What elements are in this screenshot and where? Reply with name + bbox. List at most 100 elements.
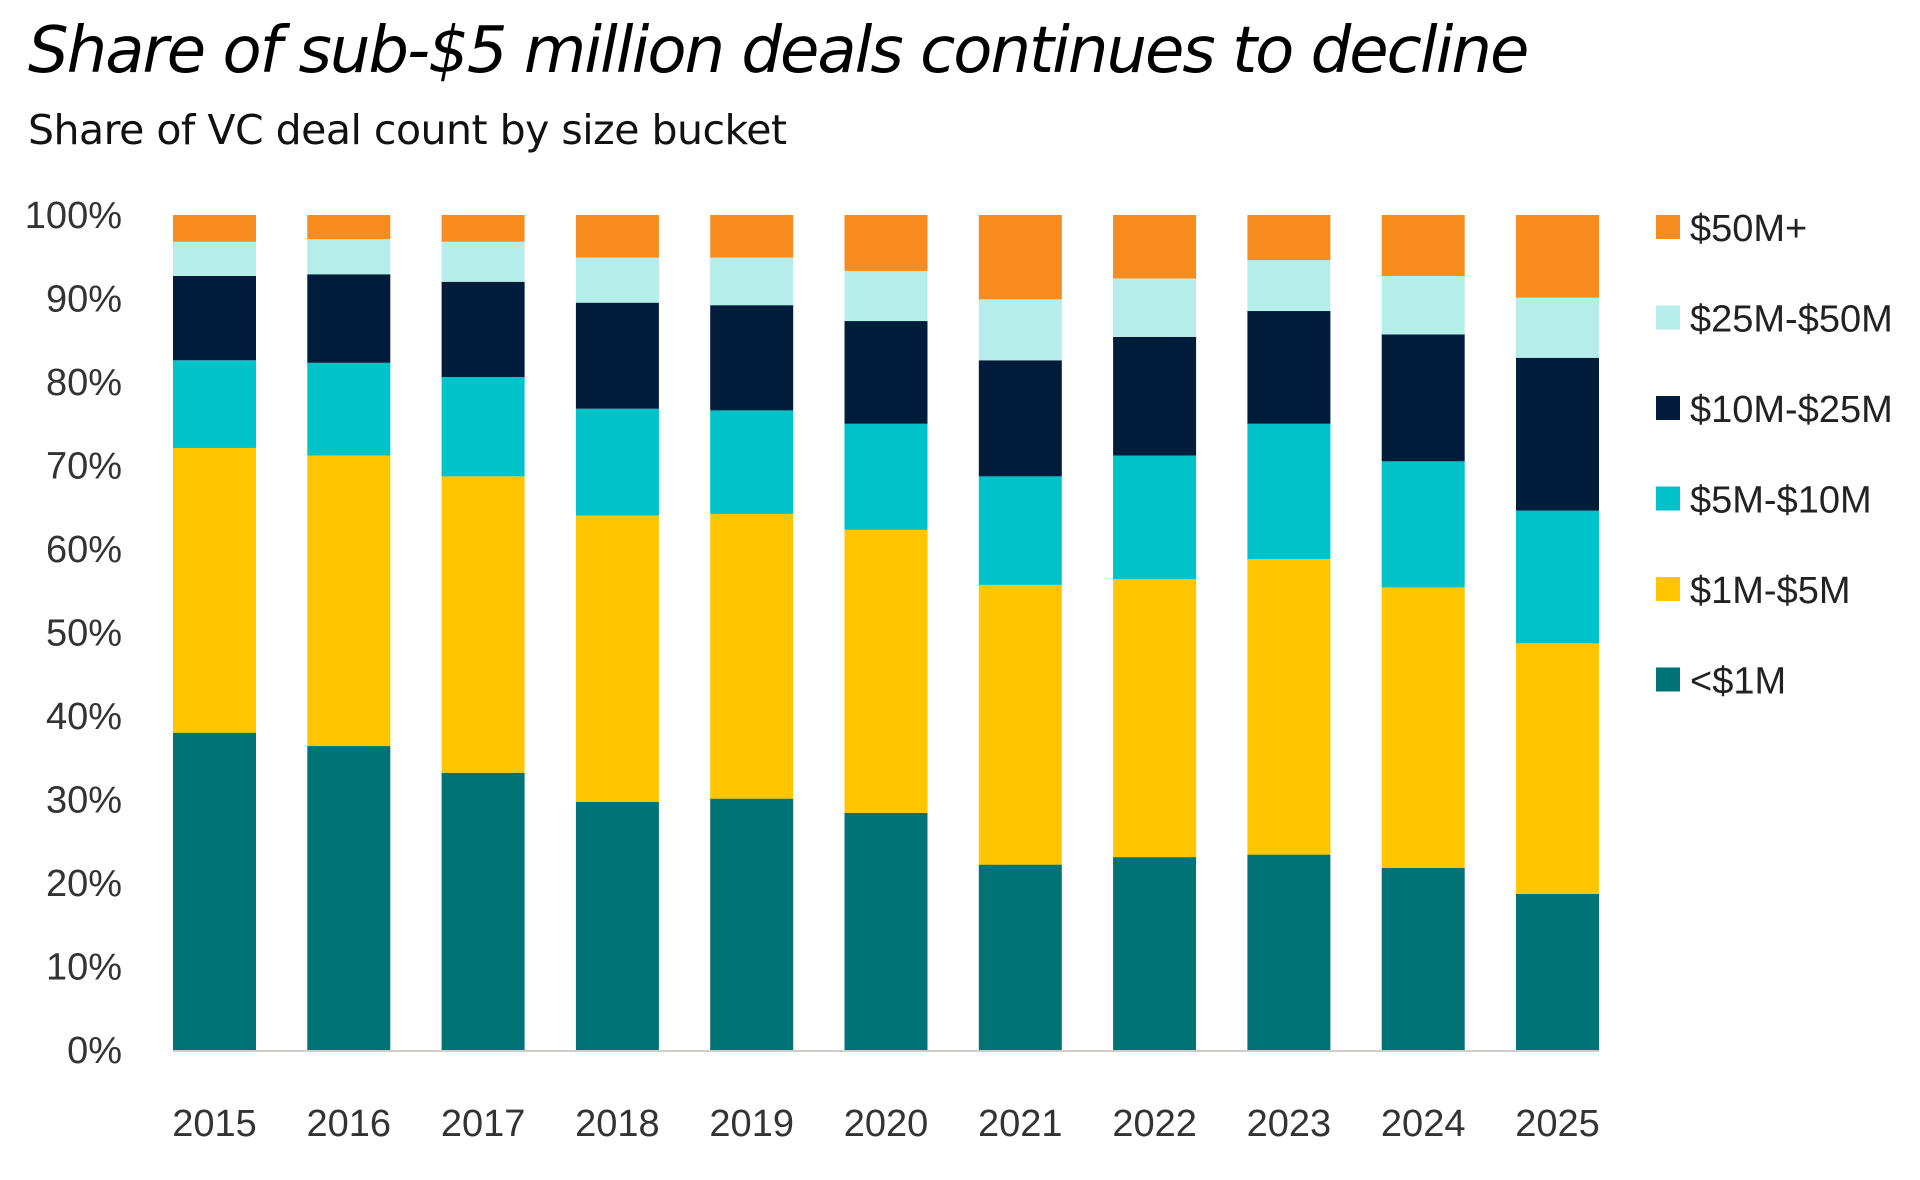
bar-segment <box>173 732 256 1050</box>
bar-segment <box>1516 215 1599 298</box>
bar-segment <box>307 239 391 275</box>
bar-stack-2018 <box>575 215 659 1050</box>
legend-item: $10M-$25M <box>1656 389 1893 431</box>
y-tick-label: 70% <box>46 446 122 488</box>
bar-segment <box>575 302 659 409</box>
y-tick-label: 10% <box>46 947 122 989</box>
bar-segment <box>173 241 256 276</box>
bar-segment <box>844 270 928 322</box>
bar-segment <box>1516 893 1599 1050</box>
bar-segment <box>710 513 794 799</box>
y-tick-label: 30% <box>46 780 122 822</box>
x-tick-label: 2015 <box>172 1103 257 1145</box>
legend-label: $5M-$10M <box>1690 480 1872 522</box>
bar-segment <box>441 281 525 377</box>
legend-item: $25M-$50M <box>1656 299 1893 341</box>
bar-segment <box>978 864 1062 1050</box>
bar-segment <box>1381 275 1465 335</box>
legend: $50M+ $25M-$50M $10M-$25M $5M-$10M $1M-$5M <$… <box>1656 208 1893 703</box>
y-tick-label: 0% <box>67 1030 122 1072</box>
bar-segment <box>710 798 794 1050</box>
bar-segment <box>1381 215 1465 276</box>
legend-label: $25M-$50M <box>1690 299 1893 341</box>
bar-stack-2023 <box>1247 215 1331 1050</box>
y-tick-label: 90% <box>46 279 122 321</box>
bar-segment <box>173 275 256 361</box>
bar-segment <box>307 215 391 240</box>
bar-segment <box>1381 334 1465 462</box>
y-tick-label: 50% <box>46 613 122 655</box>
bar-segment <box>710 410 794 514</box>
legend-swatch <box>1656 486 1680 511</box>
bar-segment <box>1381 461 1465 588</box>
chart-title: Share of sub-$5 million deals continues … <box>28 14 1529 88</box>
legend-swatch <box>1656 577 1680 601</box>
bar-stack-2015 <box>173 215 256 1050</box>
bar-segment <box>307 455 391 747</box>
bar-segment <box>307 746 391 1050</box>
legend-label: $50M+ <box>1690 208 1807 250</box>
bar-segment <box>1113 215 1197 279</box>
legend-label: $10M-$25M <box>1690 389 1893 431</box>
bar-stack-2022 <box>1113 215 1197 1050</box>
x-tick-label: 2023 <box>1247 1103 1332 1145</box>
bar-segment <box>1247 260 1331 312</box>
legend-item: $50M+ <box>1656 208 1807 250</box>
y-tick-label: 40% <box>46 696 122 738</box>
bar-stack-2021 <box>978 215 1062 1050</box>
bar-segment <box>844 215 928 271</box>
x-tick-label: 2021 <box>978 1103 1063 1145</box>
bar-stack-2025 <box>1516 215 1599 1050</box>
bar-segment <box>173 447 256 733</box>
legend-item: $1M-$5M <box>1656 570 1851 612</box>
bar-segment <box>978 476 1062 585</box>
bar-segment <box>844 812 928 1050</box>
x-axis: 2015 2016 2017 2018 2019 2020 2021 2022 2023 2024… <box>172 1103 1600 1145</box>
legend-label: $1M-$5M <box>1690 570 1851 612</box>
bar-segment <box>173 215 256 242</box>
x-tick-label: 2022 <box>1112 1103 1197 1145</box>
bar-segment <box>1113 857 1197 1050</box>
bar-stack-2024 <box>1381 215 1465 1050</box>
bar-segment <box>1381 867 1465 1050</box>
y-tick-label: 100% <box>25 195 122 237</box>
bar-segment <box>307 362 391 456</box>
x-tick-label: 2019 <box>709 1103 794 1145</box>
bar-segment <box>441 215 525 242</box>
bar-segment <box>441 772 525 1050</box>
bar-segment <box>1113 278 1197 337</box>
y-tick-label: 80% <box>46 362 122 404</box>
bar-segment <box>710 305 794 411</box>
legend-item: $5M-$10M <box>1656 480 1872 522</box>
x-tick-label: 2017 <box>441 1103 526 1145</box>
bar-segment <box>307 274 391 363</box>
bar-stack-2016 <box>307 215 391 1050</box>
bar-segment <box>441 476 525 773</box>
bar-segment <box>978 584 1062 865</box>
x-tick-label: 2025 <box>1515 1103 1600 1145</box>
y-axis: 0% 10% 20% 30% 40% 50% 60% 70% 80% 90% 100% <box>25 195 122 1072</box>
bar-segment <box>710 215 794 258</box>
bar-stack-2020 <box>844 215 928 1050</box>
x-tick-label: 2020 <box>844 1103 929 1145</box>
bar-segment <box>1247 423 1331 560</box>
bar-segment <box>575 215 659 258</box>
chart-subtitle: Share of VC deal count by size bucket <box>28 106 787 154</box>
bar-segment <box>710 257 794 306</box>
legend-swatch <box>1656 396 1680 420</box>
bar-segment <box>173 360 256 448</box>
bar-segment <box>441 376 525 477</box>
bar-segment <box>1113 579 1197 858</box>
bar-segment <box>1516 357 1599 511</box>
bar-segment <box>1516 643 1599 894</box>
bar-segment <box>1113 455 1197 580</box>
x-tick-label: 2024 <box>1381 1103 1466 1145</box>
y-tick-label: 60% <box>46 529 122 571</box>
bar-segment <box>1247 311 1331 424</box>
bar-segment <box>978 215 1062 300</box>
bar-segment <box>1247 559 1331 855</box>
bar-segment <box>575 802 659 1050</box>
bar-segment <box>1247 215 1331 261</box>
bar-segment <box>575 408 659 516</box>
